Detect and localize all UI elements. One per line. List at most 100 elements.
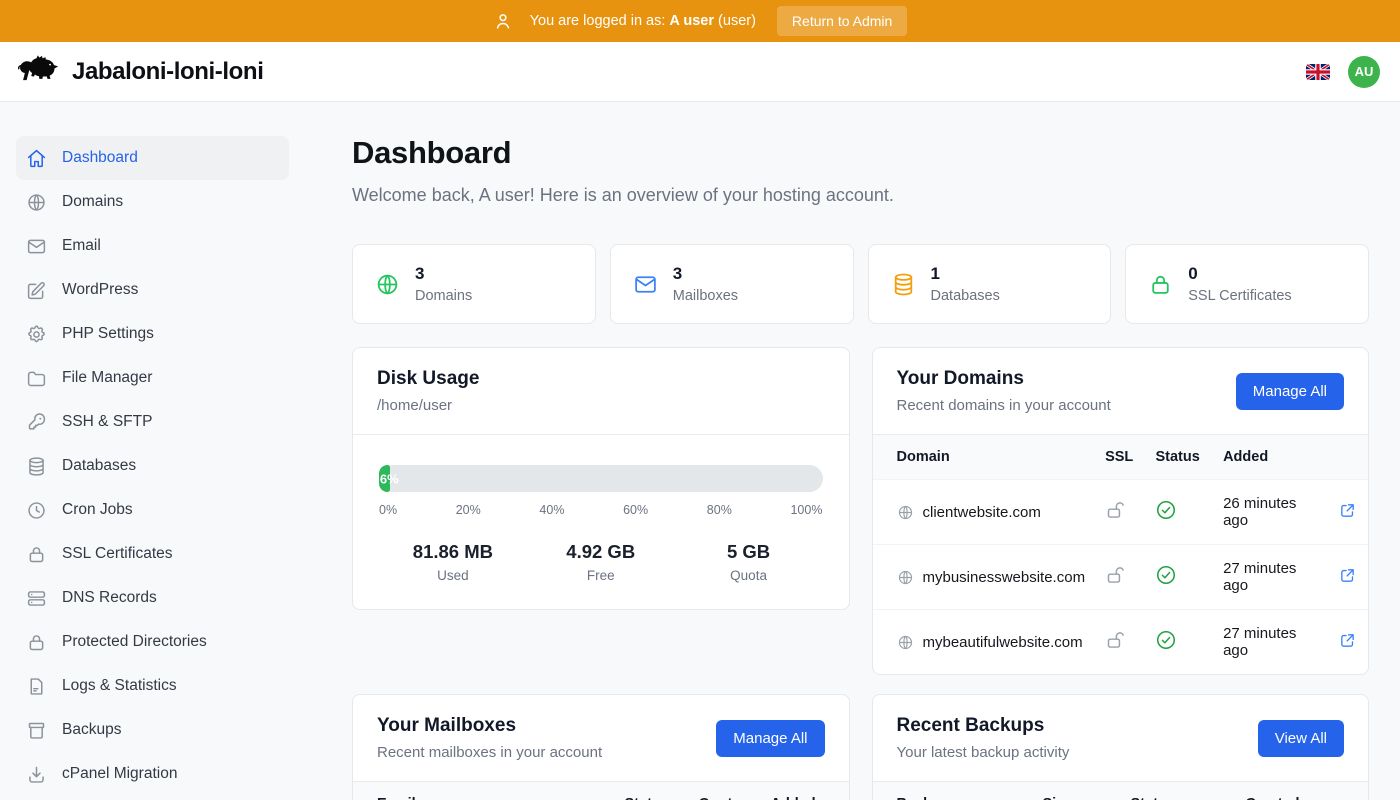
mail-icon — [633, 272, 658, 297]
return-to-admin-button[interactable]: Return to Admin — [776, 6, 908, 36]
disk-usage-scale: 0% 20% 40% 60% 80% 100% — [379, 503, 823, 517]
stat-card-mailboxes[interactable]: 3 Mailboxes — [609, 244, 854, 324]
status-ok-icon — [1155, 638, 1177, 655]
added-time: 27 minutes ago — [1213, 609, 1330, 674]
stats-row: 3 Domains 3 Mailboxes 1 Databases 0 SSL Cert… — [352, 244, 1369, 324]
mail-icon — [26, 236, 47, 257]
domain-name[interactable]: mybeautifulwebsite.com — [922, 633, 1083, 651]
stat-label: SSL Certificates — [1188, 288, 1292, 304]
stat-card-domains[interactable]: 3 Domains — [352, 244, 596, 324]
disk-quota-value: 5 GB — [726, 541, 771, 562]
sidebar-item-label: File Manager — [62, 369, 153, 386]
disk-usage-bar: 1.6% — [369, 465, 823, 492]
avatar[interactable]: AU — [1348, 55, 1380, 88]
scale-tick: 100% — [790, 503, 823, 517]
column-header: Domain — [872, 435, 1096, 480]
app-header: Jabaloni-loni-loni AU — [0, 42, 1400, 102]
added-time: 27 minutes ago — [1213, 544, 1330, 610]
sidebar-item-logs-statistics[interactable]: Logs & Statistics — [16, 664, 289, 708]
card-subtitle: Recent mailboxes in your account — [377, 744, 603, 761]
card-title: Recent Backups — [896, 715, 1045, 736]
user-icon — [493, 11, 513, 31]
manage-all-mailboxes-button[interactable]: Manage All — [716, 719, 825, 757]
sidebar-item-wordpress[interactable]: WordPress — [16, 268, 289, 312]
table-row: mybusinesswebsite.com 27 minutes ago — [872, 544, 1368, 610]
brand-name: Jabaloni-loni-loni — [72, 57, 264, 85]
lock-open-icon — [1105, 638, 1126, 655]
banner-username: A user — [669, 13, 715, 29]
sidebar-item-dashboard[interactable]: Dashboard — [16, 136, 289, 180]
brand[interactable]: Jabaloni-loni-loni — [16, 53, 264, 91]
lock-icon — [26, 544, 47, 565]
table-row: mybeautifulwebsite.com 27 minutes ago — [872, 609, 1368, 674]
card-title: Your Domains — [896, 368, 1024, 389]
card-subtitle: Recent domains in your account — [896, 397, 1111, 414]
external-link-icon[interactable] — [1339, 506, 1356, 523]
uk-flag-icon[interactable] — [1306, 64, 1330, 80]
added-time: 26 minutes ago — [1213, 479, 1330, 545]
sidebar-item-backups[interactable]: Backups — [16, 708, 289, 752]
view-all-backups-button[interactable]: View All — [1257, 719, 1344, 757]
disk-quota-label: Quota — [730, 568, 767, 583]
backups-card: Recent Backups Your latest backup activi… — [871, 694, 1369, 800]
table-row: clientwebsite.com 26 minutes ago — [872, 479, 1368, 545]
sidebar-item-cpanel-migration[interactable]: cPanel Migration — [16, 752, 289, 796]
sidebar-item-label: PHP Settings — [62, 325, 154, 342]
scale-tick: 20% — [455, 503, 481, 517]
scale-tick: 80% — [706, 503, 732, 517]
sidebar-item-file-manager[interactable]: File Manager — [16, 356, 289, 400]
banner-role: (user) — [718, 13, 756, 29]
column-header: Size — [1032, 782, 1121, 800]
stat-value: 3 — [415, 264, 425, 283]
stat-value: 1 — [930, 264, 940, 283]
column-header: Quota — [688, 782, 761, 800]
sidebar-item-ssh-sftp[interactable]: SSH & SFTP — [16, 400, 289, 444]
column-header: Status — [1145, 435, 1214, 480]
globe-icon — [897, 569, 914, 586]
sidebar-item-label: Domains — [62, 193, 124, 210]
impersonation-banner: You are logged in as: A user (user) Retu… — [0, 0, 1400, 42]
key-icon — [26, 412, 47, 433]
database-icon — [26, 456, 47, 477]
status-ok-icon — [1155, 573, 1177, 590]
database-icon — [891, 272, 916, 297]
sidebar-item-ssl-certificates[interactable]: SSL Certificates — [16, 532, 289, 576]
sidebar-item-label: Backups — [62, 721, 122, 738]
sidebar-item-label: SSH & SFTP — [62, 413, 153, 430]
card-title: Disk Usage — [377, 368, 480, 389]
welcome-text: Welcome back, A user! Here is an overvie… — [352, 185, 894, 205]
column-header: Status — [1120, 782, 1236, 800]
globe-icon — [897, 504, 914, 521]
mailboxes-table: Email Status Quota Added — [353, 782, 849, 800]
manage-all-domains-button[interactable]: Manage All — [1235, 372, 1344, 410]
sidebar-item-label: Databases — [62, 457, 137, 474]
sidebar-item-label: SSL Certificates — [62, 545, 173, 562]
sidebar-item-label: DNS Records — [62, 589, 157, 606]
globe-icon — [26, 192, 47, 213]
gear-icon — [26, 324, 47, 345]
stat-card-databases[interactable]: 1 Databases — [867, 244, 1112, 324]
download-icon — [26, 764, 47, 785]
sidebar-item-dns-records[interactable]: DNS Records — [16, 576, 289, 620]
external-link-icon[interactable] — [1339, 636, 1356, 653]
sidebar-item-php-settings[interactable]: PHP Settings — [16, 312, 289, 356]
lock-icon — [26, 632, 47, 653]
sidebar-item-domains[interactable]: Domains — [16, 180, 289, 224]
banner-text: You are logged in as: A user (user) — [529, 13, 756, 29]
sidebar-item-email[interactable]: Email — [16, 224, 289, 268]
disk-path: /home/user — [377, 397, 453, 414]
stat-card-ssl-certificates[interactable]: 0 SSL Certificates — [1125, 244, 1369, 324]
sidebar-item-protected-directories[interactable]: Protected Directories — [16, 620, 289, 664]
disk-used-value: 81.86 MB — [412, 541, 494, 562]
stat-label: Mailboxes — [672, 288, 739, 304]
domain-name[interactable]: mybusinesswebsite.com — [922, 568, 1086, 586]
folder-icon — [26, 368, 47, 389]
sidebar-item-cron-jobs[interactable]: Cron Jobs — [16, 488, 289, 532]
column-header: Created — [1235, 782, 1368, 800]
domain-name[interactable]: clientwebsite.com — [922, 503, 1041, 521]
status-ok-icon — [1155, 508, 1177, 525]
disk-used-label: Used — [437, 568, 469, 583]
external-link-icon[interactable] — [1339, 571, 1356, 588]
lock-open-icon — [1105, 573, 1126, 590]
sidebar-item-databases[interactable]: Databases — [16, 444, 289, 488]
